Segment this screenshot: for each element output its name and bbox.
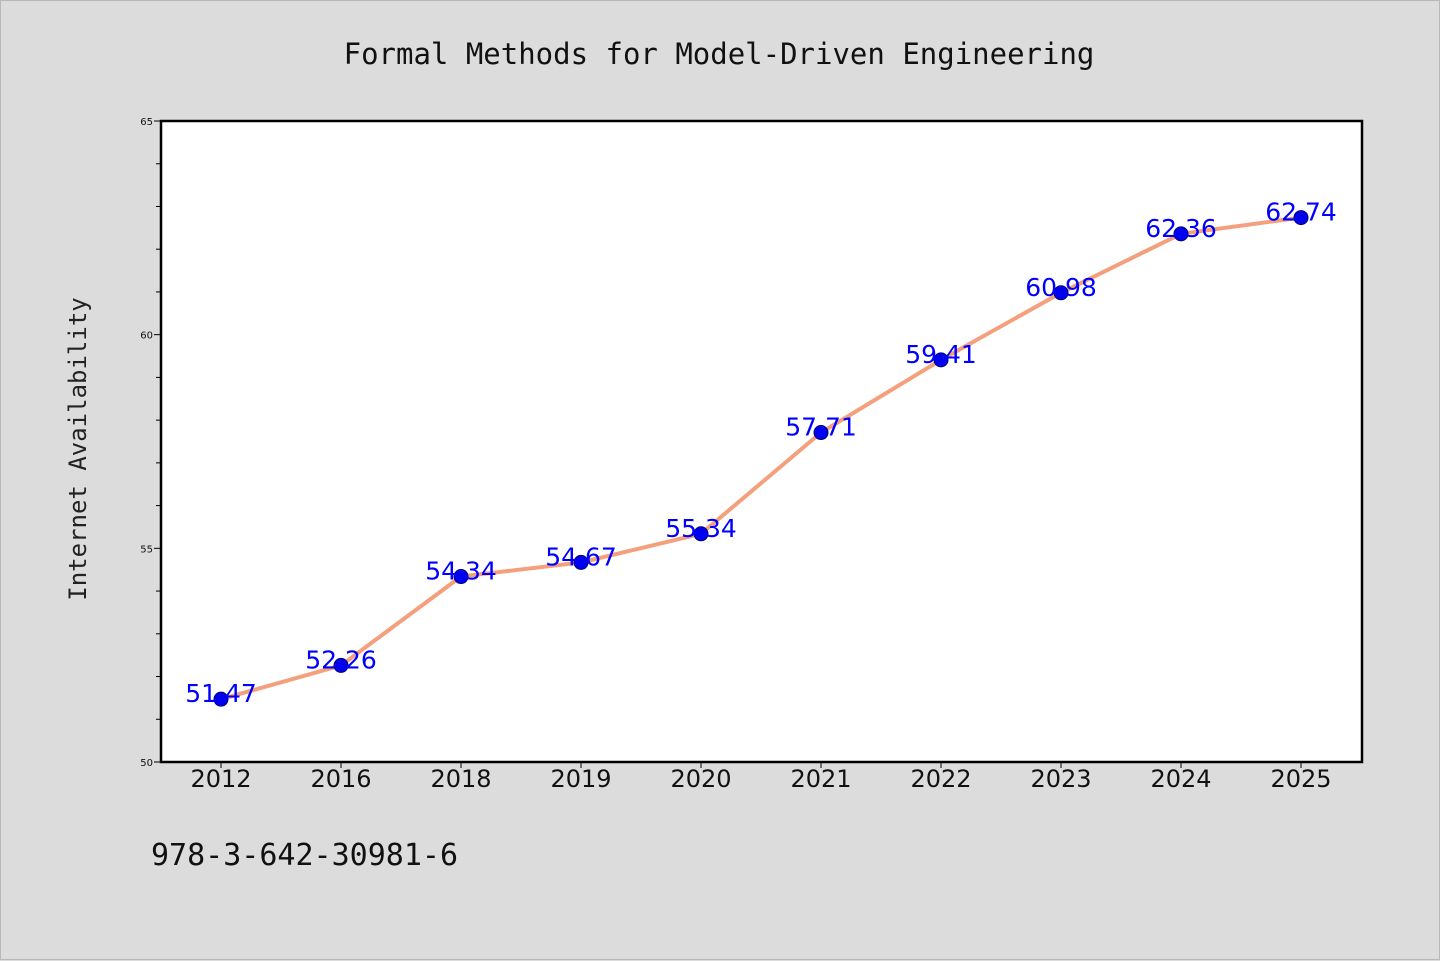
x-tick-label: 2025 [1270, 765, 1331, 793]
y-tick-label: 55 [140, 544, 153, 555]
data-label: 62.36 [1145, 214, 1217, 243]
y-tick-label: 65 [140, 117, 153, 128]
x-tick-label: 2012 [190, 765, 251, 793]
y-axis-label: Internet Availability [64, 297, 92, 600]
data-point-marker [1293, 210, 1309, 226]
data-point-marker [813, 425, 829, 441]
data-point-marker [453, 569, 469, 585]
x-tick-label: 2024 [1150, 765, 1211, 793]
x-tick-label: 2016 [310, 765, 371, 793]
data-point-marker [1173, 226, 1189, 242]
data-label: 54.67 [545, 542, 617, 571]
data-label: 54.34 [425, 557, 497, 586]
x-tick-label: 2021 [790, 765, 851, 793]
data-labels: 51.47 52.26 54.34 54.67 55.34 57.71 59.41 60.98… [185, 198, 1337, 709]
x-tick-label: 2020 [670, 765, 731, 793]
data-markers [213, 210, 1309, 707]
chart-title: Formal Methods for Model-Driven Engineer… [344, 37, 1095, 71]
data-point-marker [693, 526, 709, 542]
footer-identifier: 978-3-642-30981-6 [151, 838, 458, 873]
series-line-group [219, 215, 1303, 702]
data-label: 59.41 [905, 340, 977, 369]
axis-ticks: 50 55 60 65 2012 2016 2018 2019 2020 2021 2022 2023… [140, 117, 1331, 793]
x-tick-label: 2023 [1030, 765, 1091, 793]
series-line [219, 215, 1303, 702]
data-label: 52.26 [305, 645, 377, 674]
data-label: 60.98 [1025, 273, 1097, 302]
data-point-marker [333, 657, 349, 673]
x-tick-label: 2022 [910, 765, 971, 793]
data-label: 57.71 [785, 413, 857, 442]
x-tick-label: 2018 [430, 765, 491, 793]
data-label: 62.74 [1265, 198, 1337, 227]
data-point-marker [213, 691, 229, 707]
plot-frame [159, 119, 1364, 764]
data-label: 51.47 [185, 679, 257, 708]
y-tick-label: 50 [140, 758, 153, 769]
x-tick-label: 2019 [550, 765, 611, 793]
y-tick-label: 60 [140, 331, 153, 342]
plot-area [161, 121, 1362, 762]
data-point-marker [933, 352, 949, 368]
data-point-marker [573, 554, 589, 570]
data-point-marker [1053, 285, 1069, 301]
data-label: 55.34 [665, 514, 737, 543]
